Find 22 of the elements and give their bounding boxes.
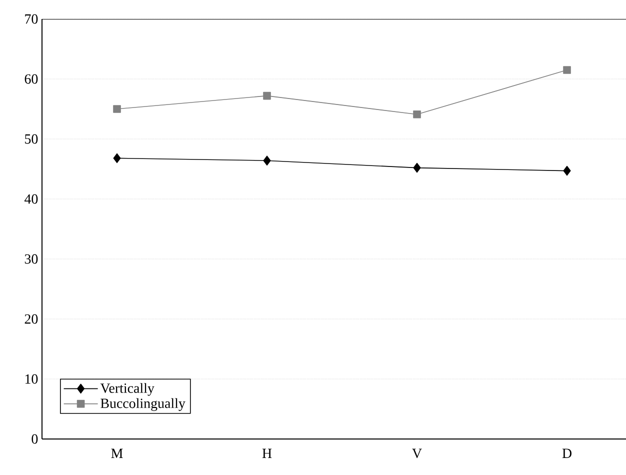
y-tick-label: 50 (25, 134, 38, 144)
point (263, 92, 271, 100)
y-tick-label: 0 (32, 434, 38, 444)
y-tick-label: 10 (25, 374, 38, 384)
point (563, 166, 571, 176)
x-tick-label: M (111, 448, 123, 458)
legend-label: Vertically (100, 383, 154, 396)
point (113, 153, 121, 164)
y-tick-label: 70 (25, 14, 38, 24)
x-tick-label: D (562, 448, 572, 458)
point (263, 156, 271, 166)
point (413, 110, 421, 118)
x-tick-label: V (412, 448, 422, 458)
point (413, 162, 421, 173)
y-tick-label: 30 (24, 254, 38, 264)
point (563, 66, 571, 74)
y-tick-label: 60 (24, 74, 38, 84)
x-tick-label: H (262, 448, 272, 458)
legend-label: Buccolingually (100, 398, 186, 411)
y-tick-label: 20 (24, 314, 38, 324)
y-tick-label: 40 (24, 194, 38, 204)
point (113, 105, 121, 113)
